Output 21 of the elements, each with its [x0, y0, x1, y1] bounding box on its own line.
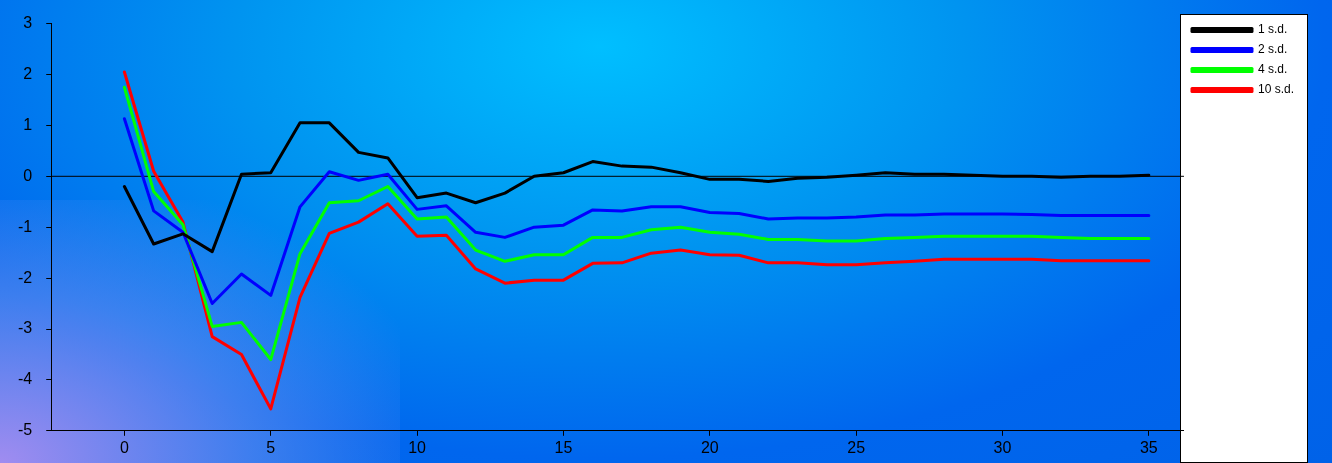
x-tick-label: 10 — [408, 438, 427, 456]
y-tick-label: -2 — [17, 268, 33, 286]
y-tick-label: 1 — [23, 115, 33, 133]
y-tick-label: -5 — [17, 421, 33, 439]
x-tick-label: 35 — [1139, 438, 1158, 456]
legend-label: 10 s.d. — [1257, 82, 1295, 97]
legend-label: 1 s.d. — [1257, 22, 1288, 37]
x-tick-label: 15 — [554, 438, 573, 456]
y-tick-label: 3 — [23, 14, 33, 32]
x-tick-label: 5 — [266, 438, 276, 456]
x-tick-label: 25 — [847, 438, 866, 456]
y-tick-label: -1 — [17, 217, 33, 235]
legend-label: 4 s.d. — [1257, 62, 1288, 77]
y-tick-label: -4 — [17, 370, 33, 388]
x-tick-label: 20 — [700, 438, 719, 456]
y-tick-label: 2 — [23, 64, 33, 82]
legend-label: 2 s.d. — [1257, 42, 1288, 57]
y-tick-label: -3 — [17, 319, 33, 337]
y-tick-label: 0 — [23, 166, 33, 184]
x-tick-label: 30 — [993, 438, 1012, 456]
x-tick-label: 0 — [119, 438, 129, 456]
